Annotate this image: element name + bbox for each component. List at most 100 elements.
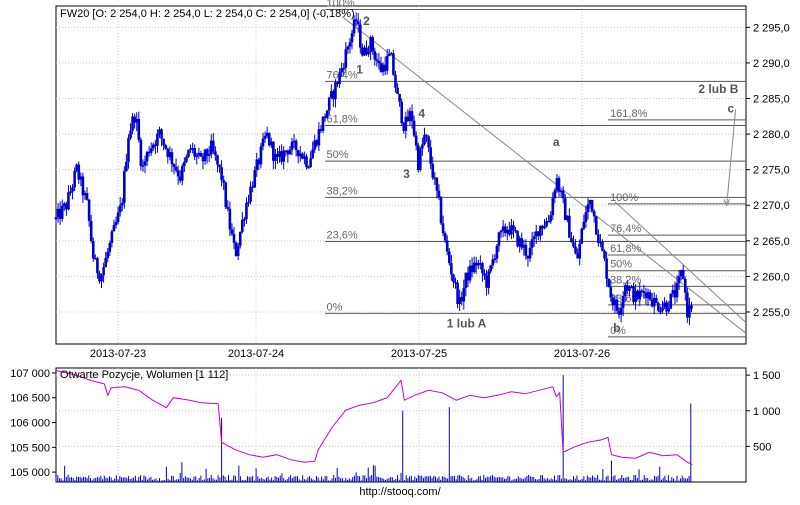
- price-bar-body: [311, 149, 314, 159]
- price-bar-body: [367, 52, 370, 55]
- price-bar-body: [406, 116, 410, 122]
- fib-level-label: 61,8%: [610, 243, 641, 255]
- price-bar-body: [669, 293, 673, 309]
- fib-level-label: 50%: [610, 259, 632, 271]
- price-bar-body: [137, 119, 141, 140]
- price-bar-body: [298, 153, 302, 157]
- price-bar-body: [116, 212, 120, 223]
- price-bar-body: [650, 299, 654, 307]
- price-bar-body: [524, 244, 528, 256]
- price-bar-body: [106, 251, 110, 259]
- price-bar-body: [634, 290, 637, 303]
- price-bar-body: [307, 167, 310, 169]
- price-bar-body: [441, 223, 445, 234]
- wave-label: 2 lub B: [698, 82, 738, 96]
- price-bar-body: [537, 231, 540, 237]
- price-bar-body: [584, 212, 588, 222]
- price-bar-body: [553, 190, 557, 199]
- volume-chart-title: Otwarte Pozycje, Wolumen [1 112]: [60, 369, 228, 381]
- fib-level-label: 38,2%: [326, 185, 357, 197]
- price-bar-body: [547, 220, 550, 223]
- price-bar-body: [305, 156, 308, 168]
- price-bar-body: [358, 24, 362, 48]
- price-bar-body: [112, 224, 116, 232]
- price-bar-body: [201, 156, 205, 162]
- price-bar-body: [288, 149, 292, 155]
- price-bar-body: [218, 164, 221, 168]
- price-tick-label: 2 290,0: [753, 58, 790, 70]
- price-bar-body: [613, 299, 617, 306]
- price-bar-body: [241, 219, 244, 232]
- price-bar-body: [677, 276, 681, 284]
- date-tick-label: 2013-07-25: [391, 348, 447, 360]
- price-bar-body: [108, 243, 112, 252]
- price-bar-body: [497, 232, 501, 246]
- price-bar-body: [226, 207, 230, 209]
- price-bar-body: [334, 82, 337, 100]
- price-bar-body: [207, 154, 211, 156]
- price-bar-body: [586, 204, 590, 213]
- price-bar-body: [597, 234, 600, 244]
- price-bar-body: [280, 151, 283, 162]
- price-bar-body: [236, 245, 240, 257]
- price-bar-body: [450, 263, 453, 275]
- price-bar-body: [667, 308, 671, 312]
- price-bar-body: [611, 297, 615, 306]
- price-tick-label: 2 255,0: [753, 307, 790, 319]
- fib-level-label: 50%: [326, 149, 348, 161]
- wave-label: 2: [363, 14, 370, 28]
- price-bar-body: [489, 265, 492, 272]
- price-bar-body: [659, 310, 662, 313]
- price-bar-body: [425, 134, 428, 137]
- price-bar-body: [338, 72, 341, 85]
- price-bar-body: [255, 159, 259, 171]
- price-grid: [56, 6, 750, 344]
- source-url[interactable]: http://stooq.com/: [359, 486, 441, 498]
- price-bar-body: [166, 148, 170, 158]
- price-bar-body: [512, 225, 515, 230]
- price-bar-body: [123, 171, 126, 203]
- price-bar-body: [361, 47, 364, 56]
- volume-grid: [52, 368, 750, 482]
- price-bar-body: [332, 91, 335, 100]
- price-bar-body: [205, 149, 209, 156]
- price-bar-body: [673, 290, 677, 298]
- price-bar-body: [197, 152, 201, 156]
- price-bar-body: [317, 129, 321, 146]
- price-bar-body: [284, 150, 288, 152]
- price-bar-body: [147, 151, 151, 154]
- price-bar-body: [485, 275, 488, 288]
- price-bar-body: [626, 285, 629, 291]
- date-axis-labels: 2013-07-23 2013-07-24 2013-07-25 2013-07-26: [90, 348, 610, 360]
- price-bar-body: [601, 241, 604, 251]
- price-bar-body: [423, 134, 426, 145]
- price-tick-label: 2 265,0: [753, 236, 790, 248]
- price-bar-body: [69, 191, 72, 193]
- price-bar-body: [439, 197, 443, 224]
- price-bar-body: [232, 234, 236, 243]
- price-bar-body: [369, 37, 372, 53]
- price-bar-body: [665, 302, 668, 312]
- price-bar-body: [679, 270, 683, 277]
- price-bar-body: [576, 253, 579, 259]
- price-bar-body: [278, 151, 281, 158]
- price-bar-body: [135, 119, 139, 123]
- price-bar-body: [435, 177, 439, 191]
- price-bar-body: [416, 145, 420, 170]
- price-bar-body: [421, 144, 424, 149]
- price-bar-body: [120, 202, 124, 206]
- price-bar-body: [371, 37, 375, 52]
- price-tick-label: 2 260,0: [753, 271, 790, 283]
- price-bar-body: [133, 116, 136, 123]
- date-tick-label: 2013-07-24: [228, 348, 284, 360]
- price-bar-body: [603, 250, 606, 259]
- price-bar-body: [91, 240, 95, 259]
- price-bar-body: [648, 292, 652, 300]
- open-interest-tick-label: 107 000: [10, 368, 50, 380]
- price-bar-body: [551, 198, 555, 216]
- fib-level-label: 23,6%: [326, 230, 357, 242]
- price-bar-body: [628, 286, 631, 291]
- price-bar-body: [501, 226, 505, 231]
- price-bar-body: [516, 231, 519, 247]
